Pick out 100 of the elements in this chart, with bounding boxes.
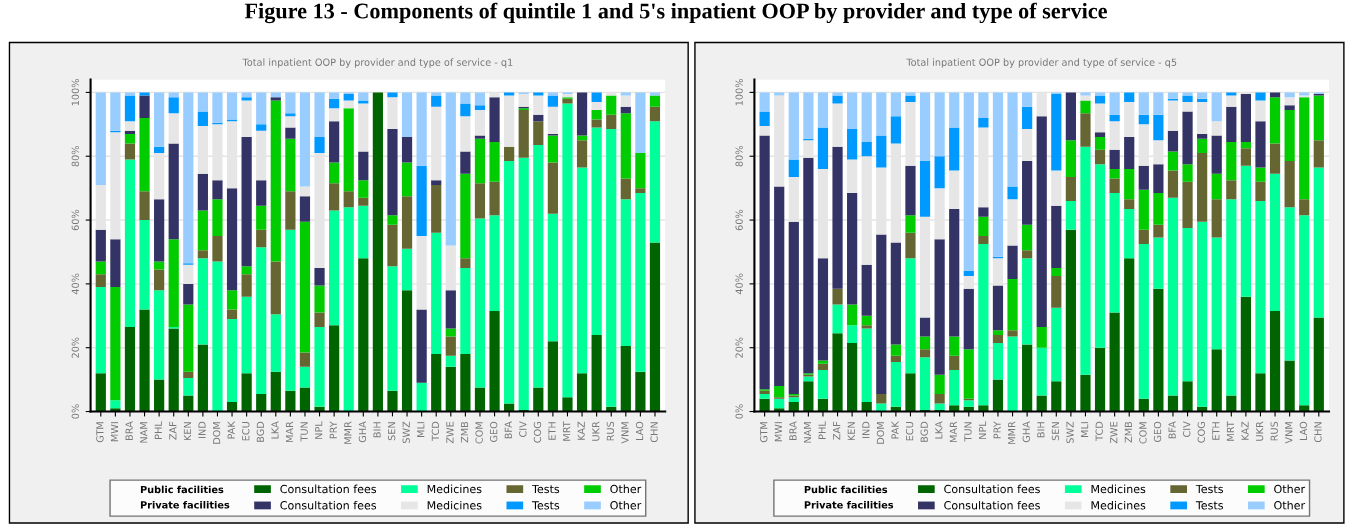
x-tick-label: MWI	[774, 422, 782, 442]
x-tick-label: IND	[862, 421, 870, 438]
text: Public facilities	[140, 485, 224, 494]
x-tick-label: RUS	[606, 421, 615, 441]
legend-label: Medicines	[1091, 484, 1146, 494]
x-tick-label: GTM	[760, 422, 768, 443]
x-tick-label: ZWE	[1110, 421, 1118, 444]
x-tick-label: BGD	[256, 421, 265, 442]
legend-label: Medicines	[427, 500, 482, 510]
x-tick-label: ECU	[905, 422, 914, 441]
y-tick-label: 80%	[71, 145, 79, 167]
x-tick-label: MAR	[949, 421, 957, 443]
legend-label: Consultation fees	[280, 500, 377, 510]
x-tick-label: SEN	[1051, 422, 1060, 441]
x-tick-label: MWI	[110, 422, 119, 442]
legend-label: Other	[1274, 484, 1306, 494]
x-tick-label: NAM	[140, 422, 148, 443]
x-tick-label: MMR	[344, 421, 352, 444]
y-tick-label: 80%	[735, 145, 743, 167]
text: Public facilities	[804, 485, 888, 494]
y-tick-label: 20%	[735, 337, 743, 358]
x-tick-label: KEN	[847, 422, 855, 441]
y-tick-label: 40%	[71, 273, 79, 295]
x-tick-label: MLI	[1081, 422, 1089, 437]
x-tick-label: MAR	[285, 421, 294, 443]
x-tick-label: RUS	[1270, 421, 1278, 441]
legend-label: Other	[1274, 500, 1306, 510]
x-tick-label: CHN	[1314, 422, 1322, 443]
x-tick-label: ZMB	[460, 421, 469, 443]
text: Private facilities	[804, 500, 894, 509]
y-tick-label: 100%	[71, 79, 79, 106]
x-tick-label: ZMB	[1124, 421, 1132, 443]
x-tick-label: GTM	[96, 422, 104, 443]
x-tick-label: PRY	[993, 421, 1001, 439]
x-tick-label: PAK	[891, 421, 899, 439]
x-tick-label: GHA	[358, 421, 367, 443]
legend-label: Consultation fees	[944, 484, 1040, 494]
legend-label: Other	[610, 500, 642, 510]
x-tick-label: VNM	[621, 422, 629, 444]
x-tick-label: SEN	[387, 422, 396, 441]
x-tick-label: PRY	[329, 421, 337, 439]
x-tick-label: CHN	[650, 422, 658, 443]
x-tick-label: DOM	[876, 422, 885, 444]
x-tick-label: COM	[1139, 422, 1147, 444]
x-tick-label: BIH	[373, 422, 381, 438]
x-tick-label: MMR	[1008, 421, 1016, 444]
x-tick-label: PAK	[227, 421, 235, 439]
x-tick-label: SWZ	[1066, 421, 1074, 444]
y-tick-label: 40%	[735, 273, 743, 295]
x-tick-label: ZWE	[446, 421, 454, 444]
x-tick-label: PHL	[154, 421, 162, 439]
legend-label: Medicines	[1091, 500, 1146, 510]
x-tick-label: TUN	[964, 422, 972, 442]
caption: Figure 13 - Components of quintile 1 and 5's inpatient OOP by provider and type of service	[244, 2, 1107, 24]
y-tick-label: 20%	[71, 337, 79, 358]
x-tick-label: MRT	[563, 421, 571, 441]
x-tick-label: BRA	[125, 421, 133, 440]
x-tick-label: BRA	[789, 421, 797, 440]
x-tick-label: UKR	[592, 421, 600, 441]
x-tick-label: UKR	[1256, 421, 1264, 441]
legend-label: Tests	[532, 501, 560, 510]
x-tick-label: BFA	[1168, 421, 1176, 439]
legend-label: Tests	[1195, 501, 1224, 510]
x-tick-label: GEO	[1153, 421, 1162, 443]
x-tick-label: ECU	[242, 422, 250, 441]
x-tick-label: ETH	[548, 422, 556, 440]
x-tick-label: COG	[533, 422, 542, 443]
text: Private facilities	[140, 500, 230, 509]
y-tick-label: 60%	[71, 209, 79, 231]
legend-label: Tests	[532, 484, 560, 494]
x-tick-label: ETH	[1212, 422, 1220, 440]
x-tick-label: KEN	[183, 422, 191, 441]
x-tick-label: TUN	[300, 422, 308, 442]
x-tick-label: BFA	[504, 421, 512, 439]
x-tick-label: LKA	[935, 421, 943, 439]
x-tick-label: MLI	[417, 422, 425, 437]
chart-title: Total inpatient OOP by provider and type of service - q5	[906, 58, 1177, 68]
x-tick-label: BIH	[1037, 422, 1045, 438]
x-tick-label: LKA	[271, 421, 279, 439]
y-tick-label: 0%	[735, 404, 743, 419]
x-tick-label: VNM	[1285, 422, 1293, 444]
x-tick-label: COM	[475, 422, 483, 444]
chart-title: Total inpatient OOP by provider and type of service - q1	[242, 58, 513, 68]
x-tick-label: CIV	[519, 421, 527, 438]
x-tick-label: GEO	[490, 421, 498, 443]
x-tick-label: ZAF	[169, 421, 177, 440]
x-tick-label: NPL	[978, 421, 987, 439]
x-tick-label: ZAF	[833, 421, 841, 440]
x-tick-label: TCD	[1095, 421, 1103, 441]
x-tick-label: KAZ	[1241, 421, 1249, 440]
y-tick-label: 60%	[735, 209, 743, 231]
legend-label: Consultation fees	[280, 484, 377, 494]
legend-label: Tests	[1195, 484, 1224, 494]
x-tick-label: KAZ	[577, 421, 585, 440]
x-tick-label: SWZ	[402, 421, 410, 444]
y-tick-label: 0%	[71, 404, 79, 419]
x-tick-label: TCD	[431, 421, 440, 441]
x-tick-label: BGD	[920, 421, 928, 442]
x-tick-label: LAO	[1299, 421, 1308, 441]
legend-label: Medicines	[427, 484, 482, 494]
